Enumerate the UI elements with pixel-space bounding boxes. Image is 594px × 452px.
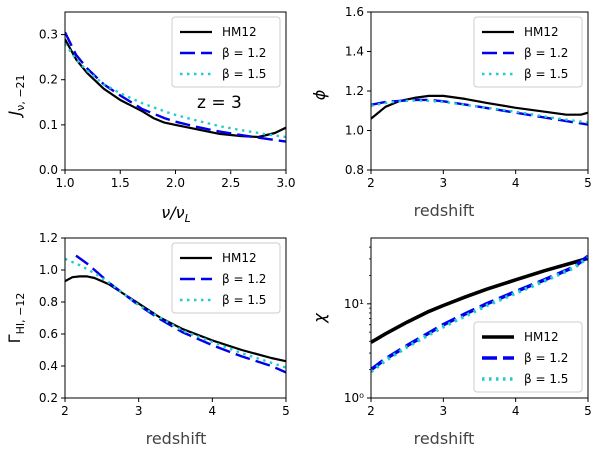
legend: HM12 β = 1.2 β = 1.5 xyxy=(171,16,281,88)
y-tick-label: 10¹ xyxy=(344,297,364,311)
series-line-3 xyxy=(371,256,588,374)
x-tick-label: 3 xyxy=(135,404,143,418)
y-tick-label: 0.3 xyxy=(39,28,58,42)
legend-label: β = 1.2 xyxy=(222,46,266,60)
y-tick-label: 1.0 xyxy=(39,263,58,277)
x-tick-label: 5 xyxy=(584,176,592,190)
x-tick-label: 3 xyxy=(440,176,448,190)
panel-j-spectrum: 1.0 1.5 2.0 2.5 3.0 0.0 0.1 0.2 0.3 z = 3 HM12 β … xyxy=(5,11,296,225)
legend-label: β = 1.2 xyxy=(524,351,568,365)
legend-box xyxy=(473,16,583,88)
series-line-3 xyxy=(371,99,588,124)
legend-label: β = 1.5 xyxy=(222,67,266,81)
x-tick-label: 5 xyxy=(282,404,290,418)
legend-label: HM12 xyxy=(524,25,559,39)
legend-label: β = 1.2 xyxy=(222,272,266,286)
x-tick-label: 5 xyxy=(584,404,592,418)
y-tick-label: 0.1 xyxy=(39,118,58,132)
y-tick-label: 1.2 xyxy=(39,231,58,245)
legend-label: β = 1.2 xyxy=(524,46,568,60)
axis-ticks: 2 3 4 5 0.8 1.0 1.2 1.4 1.6 xyxy=(345,5,592,190)
legend-label: HM12 xyxy=(222,25,257,39)
axes-frame xyxy=(370,237,589,399)
series-line-1 xyxy=(371,256,588,344)
legend-label: β = 1.5 xyxy=(222,293,266,307)
y-axis-label: Jν, −21 xyxy=(5,74,27,118)
legend-box xyxy=(473,321,583,393)
y-tick-label: 0.8 xyxy=(39,295,58,309)
x-axis-label: redshift xyxy=(414,429,475,448)
x-tick-label: 2 xyxy=(61,404,69,418)
y-tick-label: 0.2 xyxy=(39,391,58,405)
series-line-2 xyxy=(75,254,286,374)
x-tick-label: 3.0 xyxy=(276,176,295,190)
y-tick-label: 0.8 xyxy=(345,163,364,177)
y-tick-label: 0.6 xyxy=(39,327,58,341)
redshift-annotation: z = 3 xyxy=(197,93,242,113)
y-tick-label: 1.6 xyxy=(345,5,364,19)
y-axis-label: χ xyxy=(310,313,329,324)
plot-lines xyxy=(65,254,286,374)
y-tick-label: 10⁰ xyxy=(344,391,364,405)
x-axis-label: redshift xyxy=(146,429,207,448)
legend-label: HM12 xyxy=(524,330,559,344)
series-line-2 xyxy=(65,31,286,143)
axis-ticks: 1.0 1.5 2.0 2.5 3.0 0.0 0.1 0.2 0.3 xyxy=(39,28,296,190)
panel-gamma-hi: 2 3 4 5 0.2 0.4 0.6 0.8 1.0 1.2 HM12 β = 1.2 β = 1.… xyxy=(5,231,290,448)
y-tick-label: 0.0 xyxy=(39,163,58,177)
x-tick-label: 1.0 xyxy=(55,176,74,190)
legend: HM12 β = 1.2 β = 1.5 xyxy=(171,242,281,314)
legend: HM12 β = 1.2 β = 1.5 xyxy=(473,16,583,88)
x-tick-label: 3 xyxy=(440,404,448,418)
x-tick-label: 4 xyxy=(512,404,520,418)
x-tick-label: 2.5 xyxy=(221,176,240,190)
axis-ticks: 2 3 4 5 0.2 0.4 0.6 0.8 1.0 1.2 xyxy=(39,231,290,418)
legend: HM12 β = 1.2 β = 1.5 xyxy=(473,321,583,393)
series-line-3 xyxy=(65,257,286,369)
y-tick-label: 0.2 xyxy=(39,73,58,87)
panel-phi: 2 3 4 5 0.8 1.0 1.2 1.4 1.6 HM12 β = 1.2 β = 1.5 r… xyxy=(310,5,592,220)
legend-label: HM12 xyxy=(222,251,257,265)
y-tick-label: 1.4 xyxy=(345,45,364,59)
x-tick-label: 1.5 xyxy=(111,176,130,190)
legend-label: β = 1.5 xyxy=(524,372,568,386)
series-line-1 xyxy=(65,38,286,139)
y-tick-label: 1.0 xyxy=(345,124,364,138)
y-axis-label: ΓHI, −12 xyxy=(5,293,27,344)
legend-box xyxy=(171,242,281,314)
x-axis-label: ν/νL xyxy=(161,203,190,225)
axes-frame xyxy=(64,237,287,399)
y-tick-label: 1.2 xyxy=(345,84,364,98)
x-tick-label: 4 xyxy=(209,404,217,418)
panel-chi: 2 3 4 5 10⁰ 10¹ HM12 β = 1.2 β = 1.5 redshift χ xyxy=(310,237,592,448)
legend-label: β = 1.5 xyxy=(524,67,568,81)
plot-lines xyxy=(371,94,588,126)
plot-lines xyxy=(371,254,588,374)
y-axis-label: ϕ xyxy=(310,89,329,100)
y-tick-label: 0.4 xyxy=(39,359,58,373)
x-axis-label: redshift xyxy=(414,201,475,220)
legend-box xyxy=(171,16,281,88)
axis-ticks: 2 3 4 5 10⁰ 10¹ xyxy=(344,246,592,418)
x-tick-label: 4 xyxy=(512,176,520,190)
plot-lines xyxy=(65,31,286,143)
x-tick-label: 2 xyxy=(367,404,375,418)
x-tick-label: 2.0 xyxy=(166,176,185,190)
x-tick-label: 2 xyxy=(367,176,375,190)
series-line-3 xyxy=(65,42,286,139)
